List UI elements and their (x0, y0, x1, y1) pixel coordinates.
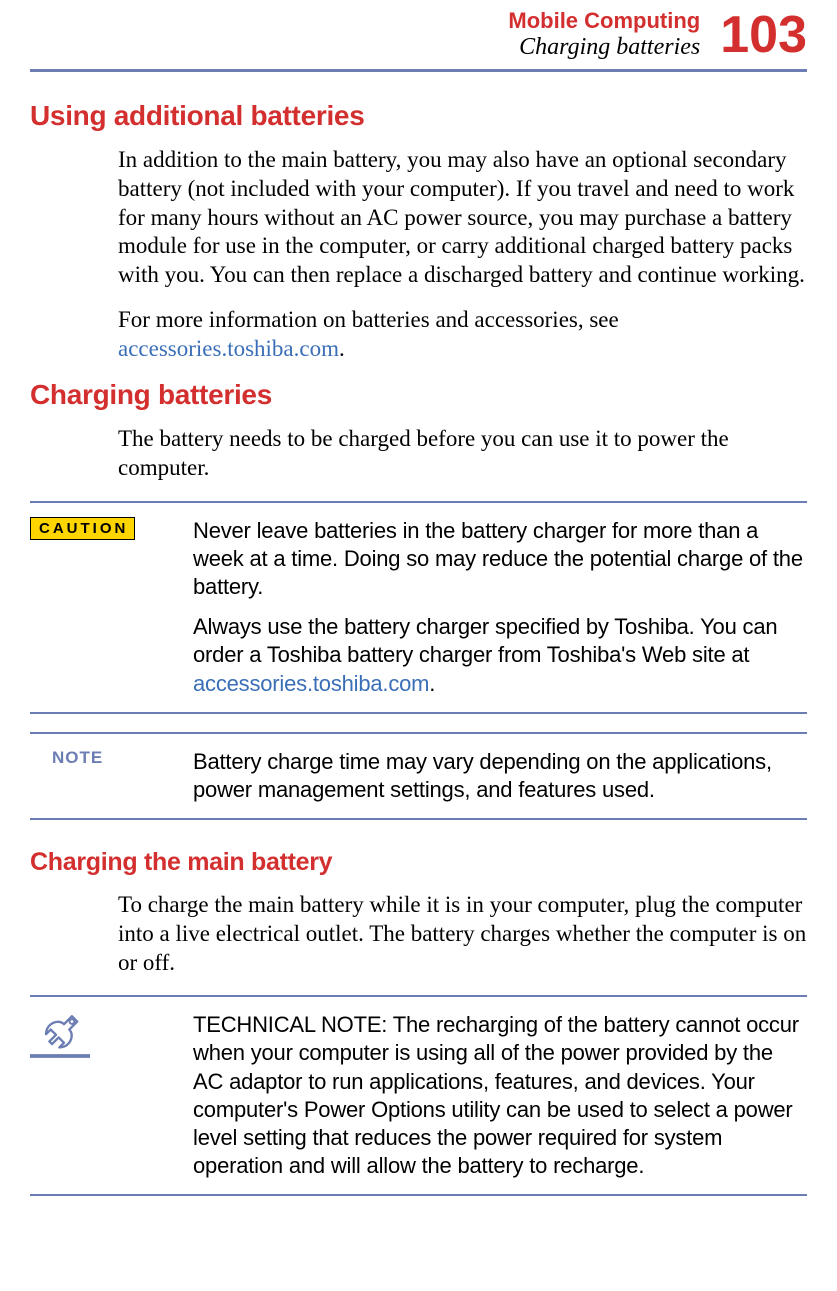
link-accessories-toshiba[interactable]: accessories.toshiba.com (193, 671, 429, 696)
text-fragment: Always use the battery charger specified… (193, 614, 777, 667)
body-paragraph: In addition to the main battery, you may… (118, 146, 807, 290)
heading-charging-main-battery: Charging the main battery (30, 848, 807, 877)
text-fragment: For more information on batteries and ac… (118, 307, 619, 332)
note-callout: NOTE Battery charge time may vary depend… (30, 732, 807, 820)
note-label: NOTE (30, 748, 175, 768)
header-chapter-title: Mobile Computing (508, 8, 700, 34)
note-content: Battery charge time may vary depending o… (193, 748, 807, 804)
note-paragraph: Battery charge time may vary depending o… (193, 748, 807, 804)
caution-paragraph: Always use the battery charger specified… (193, 613, 807, 697)
page-number: 103 (720, 9, 807, 61)
header-section-subtitle: Charging batteries (508, 34, 700, 61)
technical-note-callout: TECHNICAL NOTE: The recharging of the ba… (30, 995, 807, 1196)
technical-note-content: TECHNICAL NOTE: The recharging of the ba… (193, 1011, 807, 1180)
body-paragraph: The battery needs to be charged before y… (118, 425, 807, 483)
technical-note-paragraph: TECHNICAL NOTE: The recharging of the ba… (193, 1011, 807, 1180)
caution-paragraph: Never leave batteries in the battery cha… (193, 517, 807, 601)
caution-callout: CAUTION Never leave batteries in the bat… (30, 501, 807, 714)
heading-charging-batteries: Charging batteries (30, 379, 807, 411)
heading-using-additional-batteries: Using additional batteries (30, 100, 807, 132)
body-paragraph: For more information on batteries and ac… (118, 306, 807, 364)
caution-badge: CAUTION (30, 517, 135, 540)
wrench-icon (30, 1011, 90, 1071)
body-paragraph: To charge the main battery while it is i… (118, 891, 807, 977)
text-fragment: . (429, 671, 435, 696)
technical-note-icon-column (30, 1011, 175, 1071)
note-label-column: NOTE (30, 748, 175, 768)
caution-label-column: CAUTION (30, 517, 175, 540)
text-fragment: . (339, 336, 345, 361)
caution-content: Never leave batteries in the battery cha… (193, 517, 807, 698)
link-accessories-toshiba[interactable]: accessories.toshiba.com (118, 336, 339, 361)
header-text-block: Mobile Computing Charging batteries (508, 8, 700, 61)
page-header: Mobile Computing Charging batteries 103 (30, 0, 807, 72)
